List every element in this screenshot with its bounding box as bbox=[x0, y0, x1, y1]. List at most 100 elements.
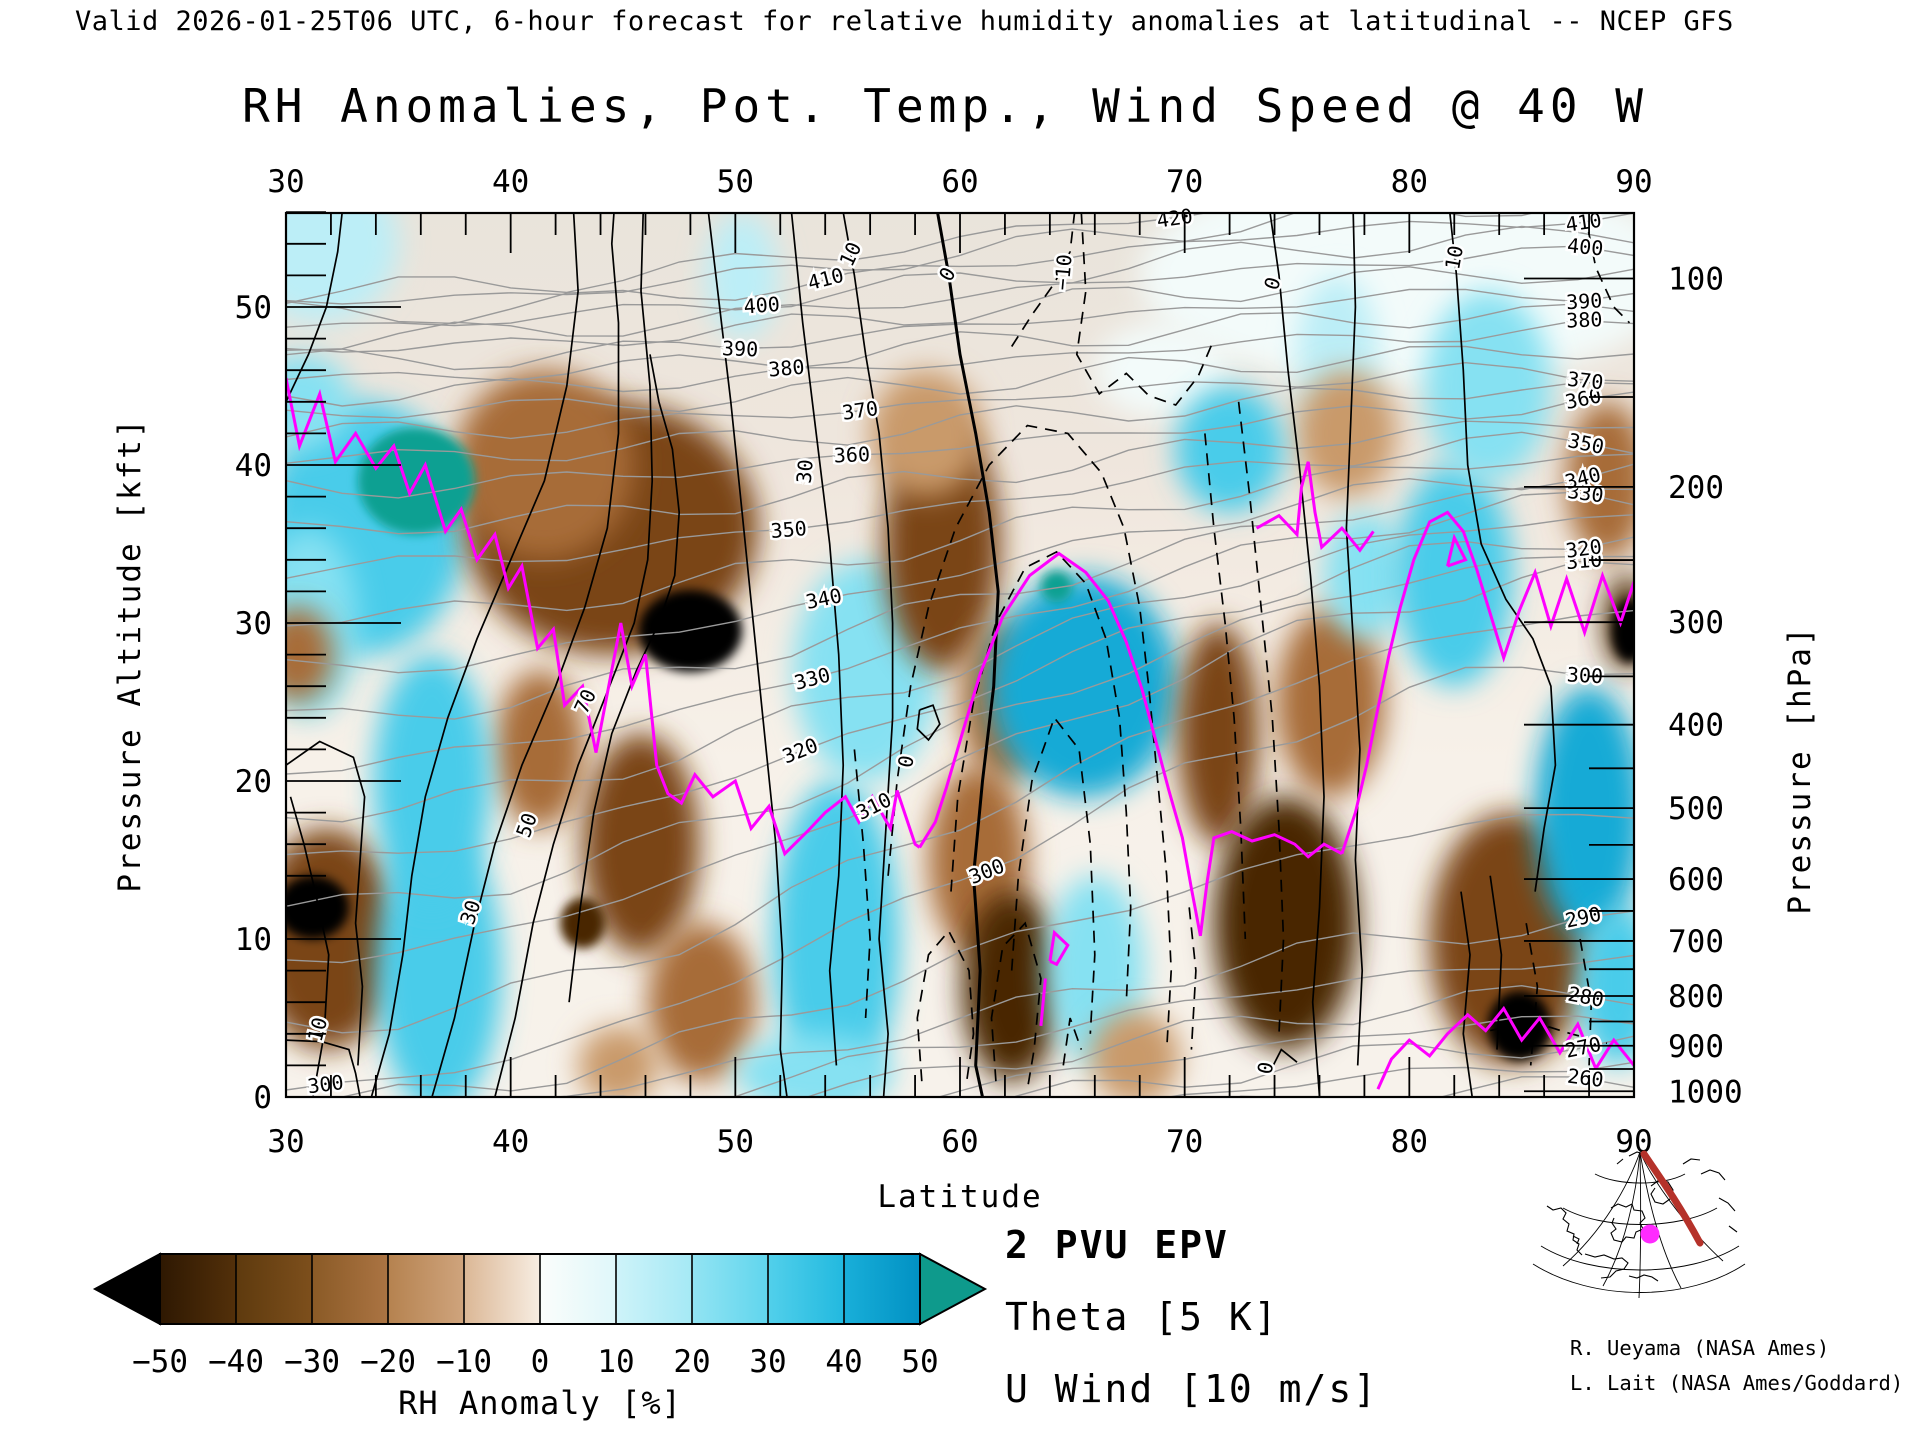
u-wind-contour-negative bbox=[853, 749, 871, 1019]
contour-label: 300 bbox=[306, 1070, 345, 1098]
u-wind-contour bbox=[1460, 891, 1474, 1097]
rh-blob bbox=[1535, 686, 1634, 939]
contour-label: 370 bbox=[841, 396, 880, 425]
rh-core-blob bbox=[638, 589, 743, 672]
legend-epv-label: 2 PVU EPV bbox=[1005, 1223, 1229, 1267]
rh-blob bbox=[286, 213, 399, 323]
tick-label: 40 bbox=[235, 448, 272, 484]
contour-label: 300 bbox=[1566, 662, 1603, 688]
plot-frame bbox=[284, 211, 1636, 1099]
u-wind-contour bbox=[286, 740, 366, 1066]
tick-label: 10 bbox=[235, 922, 272, 958]
y-right-axis-title: Pressure [hPa] bbox=[1782, 625, 1818, 914]
epv-contour bbox=[1255, 461, 1375, 553]
y-left-axis-title: Pressure Altitude [kft] bbox=[112, 417, 148, 892]
u-wind-contour bbox=[1489, 875, 1503, 1050]
u-wind-contour-negative bbox=[1062, 1017, 1083, 1066]
theta-contour-380 bbox=[286, 319, 1634, 407]
cross-section-plot: 2602702802903003003003103103203203303303… bbox=[235, 164, 1743, 1160]
theta-contour-325 bbox=[286, 514, 1634, 823]
credit-line-2: L. Lait (NASA Ames/Goddard) bbox=[1570, 1371, 1903, 1395]
tick-label: 90 bbox=[1615, 164, 1652, 200]
tick-label: 70 bbox=[1166, 1124, 1203, 1160]
theta-contour-290 bbox=[544, 910, 1634, 1097]
tick-label: 700 bbox=[1668, 924, 1724, 960]
theta-contour-315 bbox=[286, 555, 1634, 907]
rh-blob bbox=[1276, 607, 1385, 797]
tick-label: 30 bbox=[267, 164, 304, 200]
epv-2pvu-contours bbox=[286, 377, 1634, 1090]
rh-blob bbox=[647, 923, 756, 1082]
contour-label: 320 bbox=[1564, 534, 1603, 563]
u-wind-contour-negative bbox=[1010, 716, 1096, 1034]
u-wind-contour bbox=[707, 213, 788, 1097]
rh-blob bbox=[1323, 512, 1405, 639]
theta-contour-330 bbox=[286, 491, 1634, 775]
rh-blob bbox=[1425, 291, 1551, 481]
u-wind-contour bbox=[790, 213, 845, 1066]
theta-contour-375 bbox=[286, 345, 1634, 419]
rh-blob bbox=[578, 1025, 659, 1097]
u-wind-contour bbox=[494, 213, 654, 1097]
colorbar-segment bbox=[540, 1254, 616, 1324]
tick-label: 80 bbox=[1391, 1124, 1428, 1160]
colorbar-over-arrow bbox=[919, 1252, 988, 1326]
colorbar-segment bbox=[464, 1254, 540, 1324]
theta-contour-415 bbox=[286, 213, 1536, 305]
u-wind-contour-negative bbox=[1188, 907, 1197, 1050]
theta-contour-355 bbox=[286, 420, 1634, 535]
u-wind-contour-negative bbox=[1075, 213, 1213, 407]
u-wind-contour-negative bbox=[1490, 1020, 1608, 1045]
rh-blob bbox=[494, 670, 585, 829]
theta-contour-345 bbox=[286, 453, 1634, 627]
tick-label: 20 bbox=[235, 764, 272, 800]
colorbar-tick-label: 10 bbox=[597, 1344, 634, 1380]
colorbar-tick-label: 0 bbox=[531, 1344, 550, 1380]
colorbar-under-arrow bbox=[92, 1252, 161, 1326]
theta-contour-360 bbox=[286, 391, 1634, 499]
epv-contour bbox=[286, 377, 921, 857]
tick-label: 80 bbox=[1391, 164, 1428, 200]
rh-blob bbox=[1090, 1010, 1181, 1097]
contour-label: 390 bbox=[722, 336, 759, 361]
colorbar-tick-label: −10 bbox=[436, 1344, 492, 1380]
inset-cross-section-track bbox=[1640, 1150, 1704, 1247]
theta-contour-340 bbox=[286, 463, 1634, 674]
rh-blob bbox=[706, 213, 779, 339]
theta-contour-320 bbox=[286, 536, 1634, 856]
colorbar-tick-label: −20 bbox=[360, 1344, 416, 1380]
u-wind-contour bbox=[1449, 213, 1557, 892]
u-wind-contour bbox=[1269, 1048, 1298, 1073]
contour-label: 390 bbox=[1565, 288, 1603, 314]
u-wind-contour bbox=[431, 213, 620, 1097]
u-wind-contour-negative bbox=[950, 550, 1132, 1003]
axis-tick-labels: 30 30 40 40 50 50 60 60 70 70 80 80 90 900 10 20 30 40 50 1… bbox=[235, 164, 1743, 1160]
tick-label: 1000 bbox=[1668, 1074, 1743, 1110]
contour-label: 400 bbox=[1566, 233, 1604, 260]
legend-theta-label: Theta [5 K] bbox=[1005, 1295, 1279, 1339]
credits: R. Ueyama (NASA Ames) L. Lait (NASA Ames… bbox=[1570, 1336, 1903, 1395]
u-wind-contour bbox=[289, 796, 330, 1097]
rh-anomaly-shading bbox=[286, 213, 1634, 1097]
tick-label: 50 bbox=[235, 290, 272, 326]
rh-core-blob bbox=[1611, 599, 1634, 663]
tick-label: 40 bbox=[492, 164, 529, 200]
inset-location-marker bbox=[1640, 1224, 1660, 1244]
colorbar-segment bbox=[692, 1254, 768, 1324]
colorbar-segment bbox=[616, 1254, 692, 1324]
colorbar-segment bbox=[388, 1254, 464, 1324]
tick-label: 600 bbox=[1668, 862, 1724, 898]
tick-label: 50 bbox=[717, 1124, 754, 1160]
theta-contour-385 bbox=[286, 303, 1634, 382]
epv-contour bbox=[1048, 929, 1070, 967]
u-wind-contour bbox=[1269, 213, 1325, 1097]
tick-label: 200 bbox=[1668, 470, 1724, 506]
epv-contour bbox=[1039, 978, 1047, 1027]
u-wind-contour bbox=[370, 213, 579, 1097]
theta-contour-270 bbox=[1012, 1035, 1634, 1097]
rh-blob bbox=[454, 370, 635, 560]
theta-contour-335 bbox=[286, 487, 1634, 720]
contour-label: 360 bbox=[833, 442, 870, 467]
colorbar-tick-label: −30 bbox=[284, 1344, 340, 1380]
